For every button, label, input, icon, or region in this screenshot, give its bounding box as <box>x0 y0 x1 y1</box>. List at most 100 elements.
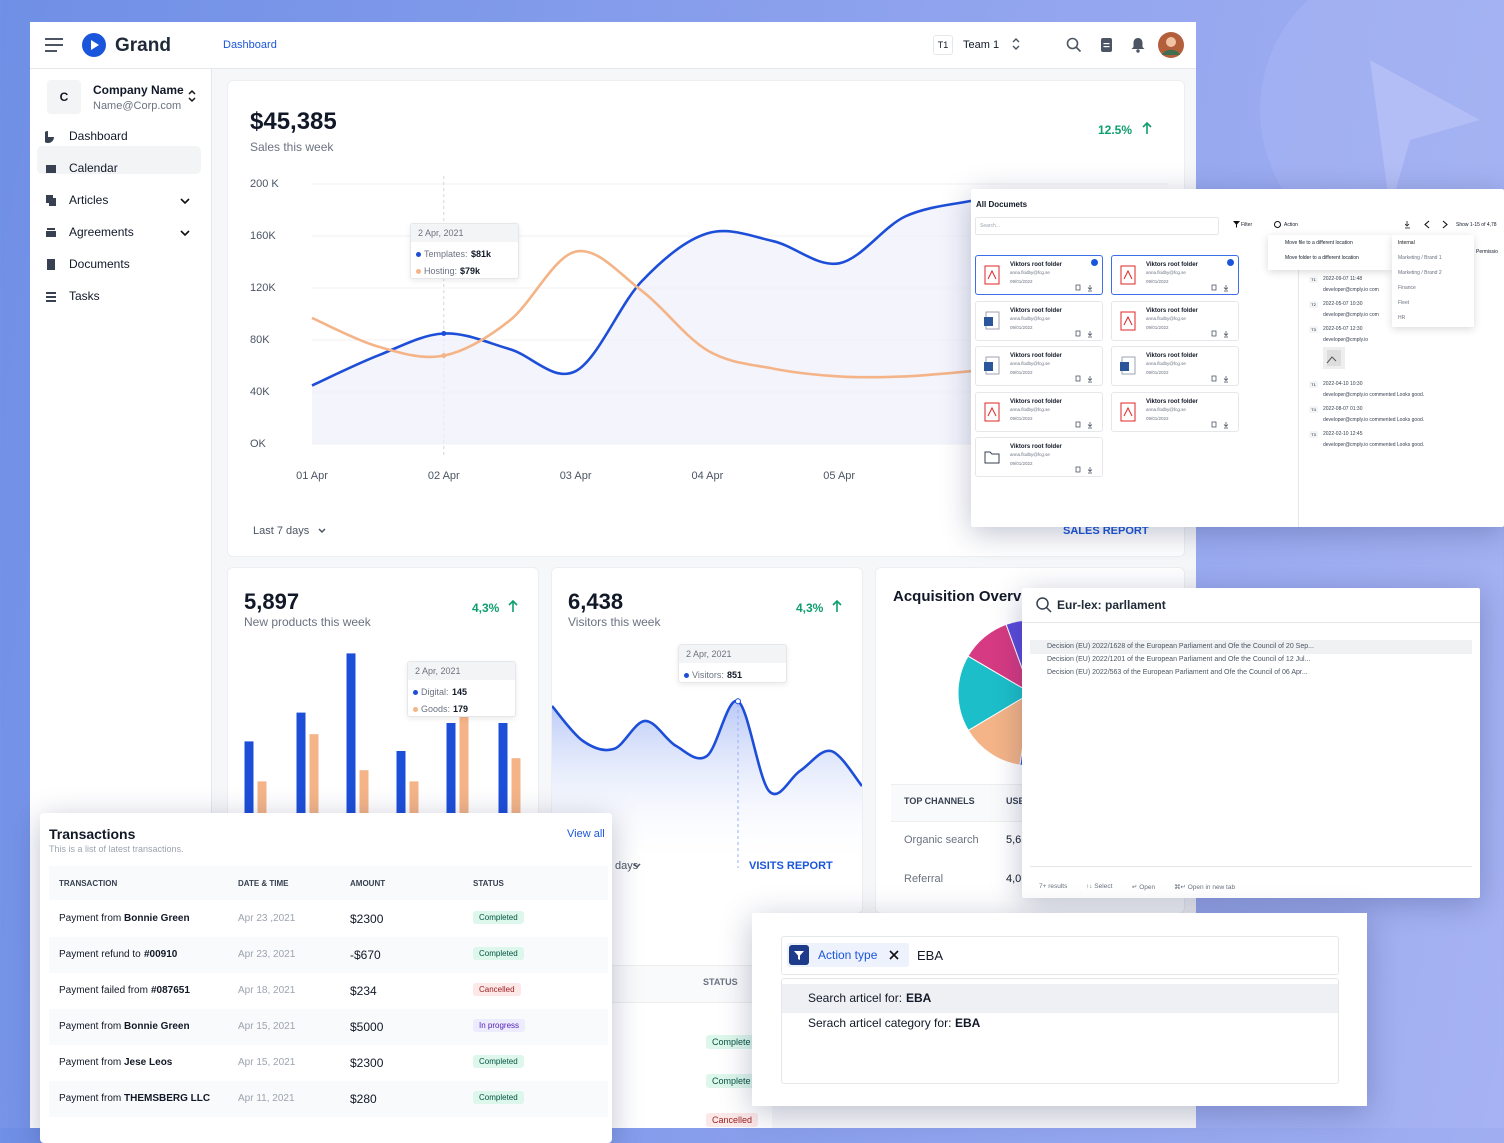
transaction-text: Payment from <box>59 913 122 924</box>
column-header: STATUS <box>473 879 504 888</box>
file-date: 09/01/2022 <box>1010 461 1033 466</box>
menu-item[interactable]: Move file to a different location <box>1285 240 1353 246</box>
file-actions[interactable] <box>1074 375 1098 383</box>
team-chevrons[interactable] <box>1011 37 1021 51</box>
sales-card: $45,385 Sales this week 12.5% OK 40K 80K 12… <box>227 80 1185 557</box>
range-chevron[interactable] <box>632 862 642 870</box>
tooltip-header-bg <box>408 662 515 680</box>
bar <box>498 723 508 831</box>
sales-report-link[interactable]: SALES REPORT <box>1063 525 1149 537</box>
permissions-label: Permissio <box>1476 249 1498 255</box>
filter-button[interactable]: Filter <box>1241 222 1253 228</box>
file-icon <box>984 311 1000 329</box>
suggestion-text[interactable]: Search articel for: <box>808 991 903 1005</box>
submenu-item[interactable]: Finance <box>1398 285 1416 291</box>
search-result[interactable]: Decision (EU) 2022/1628 of the European … <box>1047 643 1314 650</box>
file-card[interactable]: Viktors root folder anna.flodby@fcg.se 09/… <box>975 346 1103 386</box>
divider <box>1298 235 1299 527</box>
action-button[interactable]: Action <box>1284 222 1298 228</box>
file-owner: anna.flodby@fcg.se <box>1010 406 1050 412</box>
tooltip-series-value: $81k <box>471 249 492 259</box>
transaction-date: Apr 18, 2021 <box>238 985 296 996</box>
file-card[interactable]: Viktors root folder anna.flodby@fcg.se 09/… <box>975 437 1103 477</box>
file-actions[interactable] <box>1210 375 1234 383</box>
pager-controls[interactable] <box>1405 220 1455 229</box>
document-icon[interactable] <box>1100 37 1114 53</box>
eurlex-query[interactable]: Eur-lex: parllament <box>1057 598 1166 612</box>
footer-hint: ↵ Open <box>1132 884 1156 891</box>
pdf-mark <box>1123 406 1133 416</box>
nav-item[interactable]: Tasks <box>69 289 100 303</box>
products-value: 5,897 <box>244 589 300 614</box>
search-icon[interactable] <box>1066 37 1082 53</box>
submenu-item[interactable]: Internal <box>1398 240 1415 246</box>
visitors-change: 4,3% <box>796 601 824 615</box>
nav-item[interactable]: Articles <box>69 193 109 207</box>
submenu-item[interactable]: Marketing / Brand 1 <box>1398 255 1442 261</box>
nav-item[interactable]: Documents <box>69 257 130 271</box>
nav-expand[interactable] <box>179 229 191 237</box>
avatar[interactable] <box>1158 32 1184 58</box>
visits-report-link[interactable]: VISITS REPORT <box>749 860 833 872</box>
status-pill: Completed <box>473 1091 524 1104</box>
file-actions[interactable] <box>1074 466 1098 474</box>
nav-icon <box>45 131 54 143</box>
x-tick-label: 03 Apr <box>560 470 592 482</box>
file-card[interactable]: Viktors root folder anna.flodby@fcg.se 09/… <box>1111 300 1239 341</box>
search-input[interactable] <box>781 936 1339 975</box>
bar <box>459 701 469 831</box>
tooltip-series-value: 145 <box>452 687 468 697</box>
documents-search[interactable]: Search... <box>975 217 1219 235</box>
search-result[interactable]: Decision (EU) 2022/563 of the European P… <box>1047 669 1308 676</box>
breadcrumb[interactable]: Dashboard <box>223 39 277 51</box>
nav-expand[interactable] <box>179 197 191 205</box>
submenu-item[interactable]: Marketing / Brand 2 <box>1398 270 1442 276</box>
company-chevrons[interactable] <box>187 88 197 104</box>
transaction-date: Apr 15, 2021 <box>238 1057 296 1068</box>
file-actions[interactable] <box>1210 421 1234 429</box>
file-icon <box>984 451 1000 464</box>
chip-remove[interactable] <box>889 950 899 960</box>
view-all-link[interactable]: View all <box>567 828 605 840</box>
nav-item[interactable]: Agreements <box>69 225 134 239</box>
notifications-icon[interactable] <box>1130 37 1146 53</box>
chevron <box>180 230 190 237</box>
file-card[interactable]: Viktors root folder anna.flodby@fcg.se 09/… <box>975 300 1103 341</box>
nav-item[interactable]: Calendar <box>69 161 118 175</box>
range-select[interactable]: Last 7 days <box>253 525 310 537</box>
team-selector[interactable]: Team 1 <box>963 39 1000 51</box>
nav-item[interactable]: Dashboard <box>69 129 128 143</box>
column-header: DATE & TIME <box>238 879 289 888</box>
log-text: developer@cmply.io commented Looks good. <box>1323 392 1425 398</box>
file-actions[interactable] <box>1074 284 1098 292</box>
log-text: developer@cmply.io com <box>1323 287 1379 293</box>
file-actions[interactable] <box>1210 330 1234 338</box>
series-line <box>552 699 862 796</box>
file-owner: anna.flodby@fcg.se <box>1010 315 1050 321</box>
menu-item[interactable]: Move folder to a different location <box>1285 255 1359 261</box>
file-card[interactable]: Viktors root folder anna.flodby@fcg.se 09/… <box>975 391 1103 432</box>
chip-label: Action type <box>818 948 878 962</box>
log-text: developer@cmply.io com <box>1323 312 1379 318</box>
file-card[interactable]: Viktors root folder anna.flodby@fcg.se 09/… <box>1111 255 1239 295</box>
range-chevron[interactable] <box>317 527 327 535</box>
company-name[interactable]: Company Name <box>93 83 184 97</box>
tooltip-series-value: $79k <box>460 266 481 276</box>
file-card[interactable]: Viktors root folder anna.flodby@fcg.se 09/… <box>1111 346 1239 386</box>
pager: Show 1-15 of 4,78 <box>1456 222 1497 228</box>
file-card[interactable]: Viktors root folder anna.flodby@fcg.se 09/… <box>975 255 1103 295</box>
y-tick-label: 120K <box>250 282 276 294</box>
suggestion-text[interactable]: Serach articel category for: <box>808 1016 952 1030</box>
search-result[interactable]: Decision (EU) 2022/1201 of the European … <box>1047 656 1311 663</box>
visitors-value: 6,438 <box>568 589 624 614</box>
submenu-item[interactable]: Fleet <box>1398 300 1410 306</box>
file-actions[interactable] <box>1074 421 1098 429</box>
file-card[interactable]: Viktors root folder anna.flodby@fcg.se 09/… <box>1111 391 1239 432</box>
submenu-item[interactable]: HR <box>1398 315 1406 321</box>
file-icon <box>1120 265 1136 285</box>
menu-button[interactable] <box>45 37 65 53</box>
file-owner: anna.flodby@fcg.se <box>1146 315 1186 321</box>
file-actions[interactable] <box>1210 284 1234 292</box>
icon-shape <box>46 228 56 237</box>
file-actions[interactable] <box>1074 330 1098 338</box>
